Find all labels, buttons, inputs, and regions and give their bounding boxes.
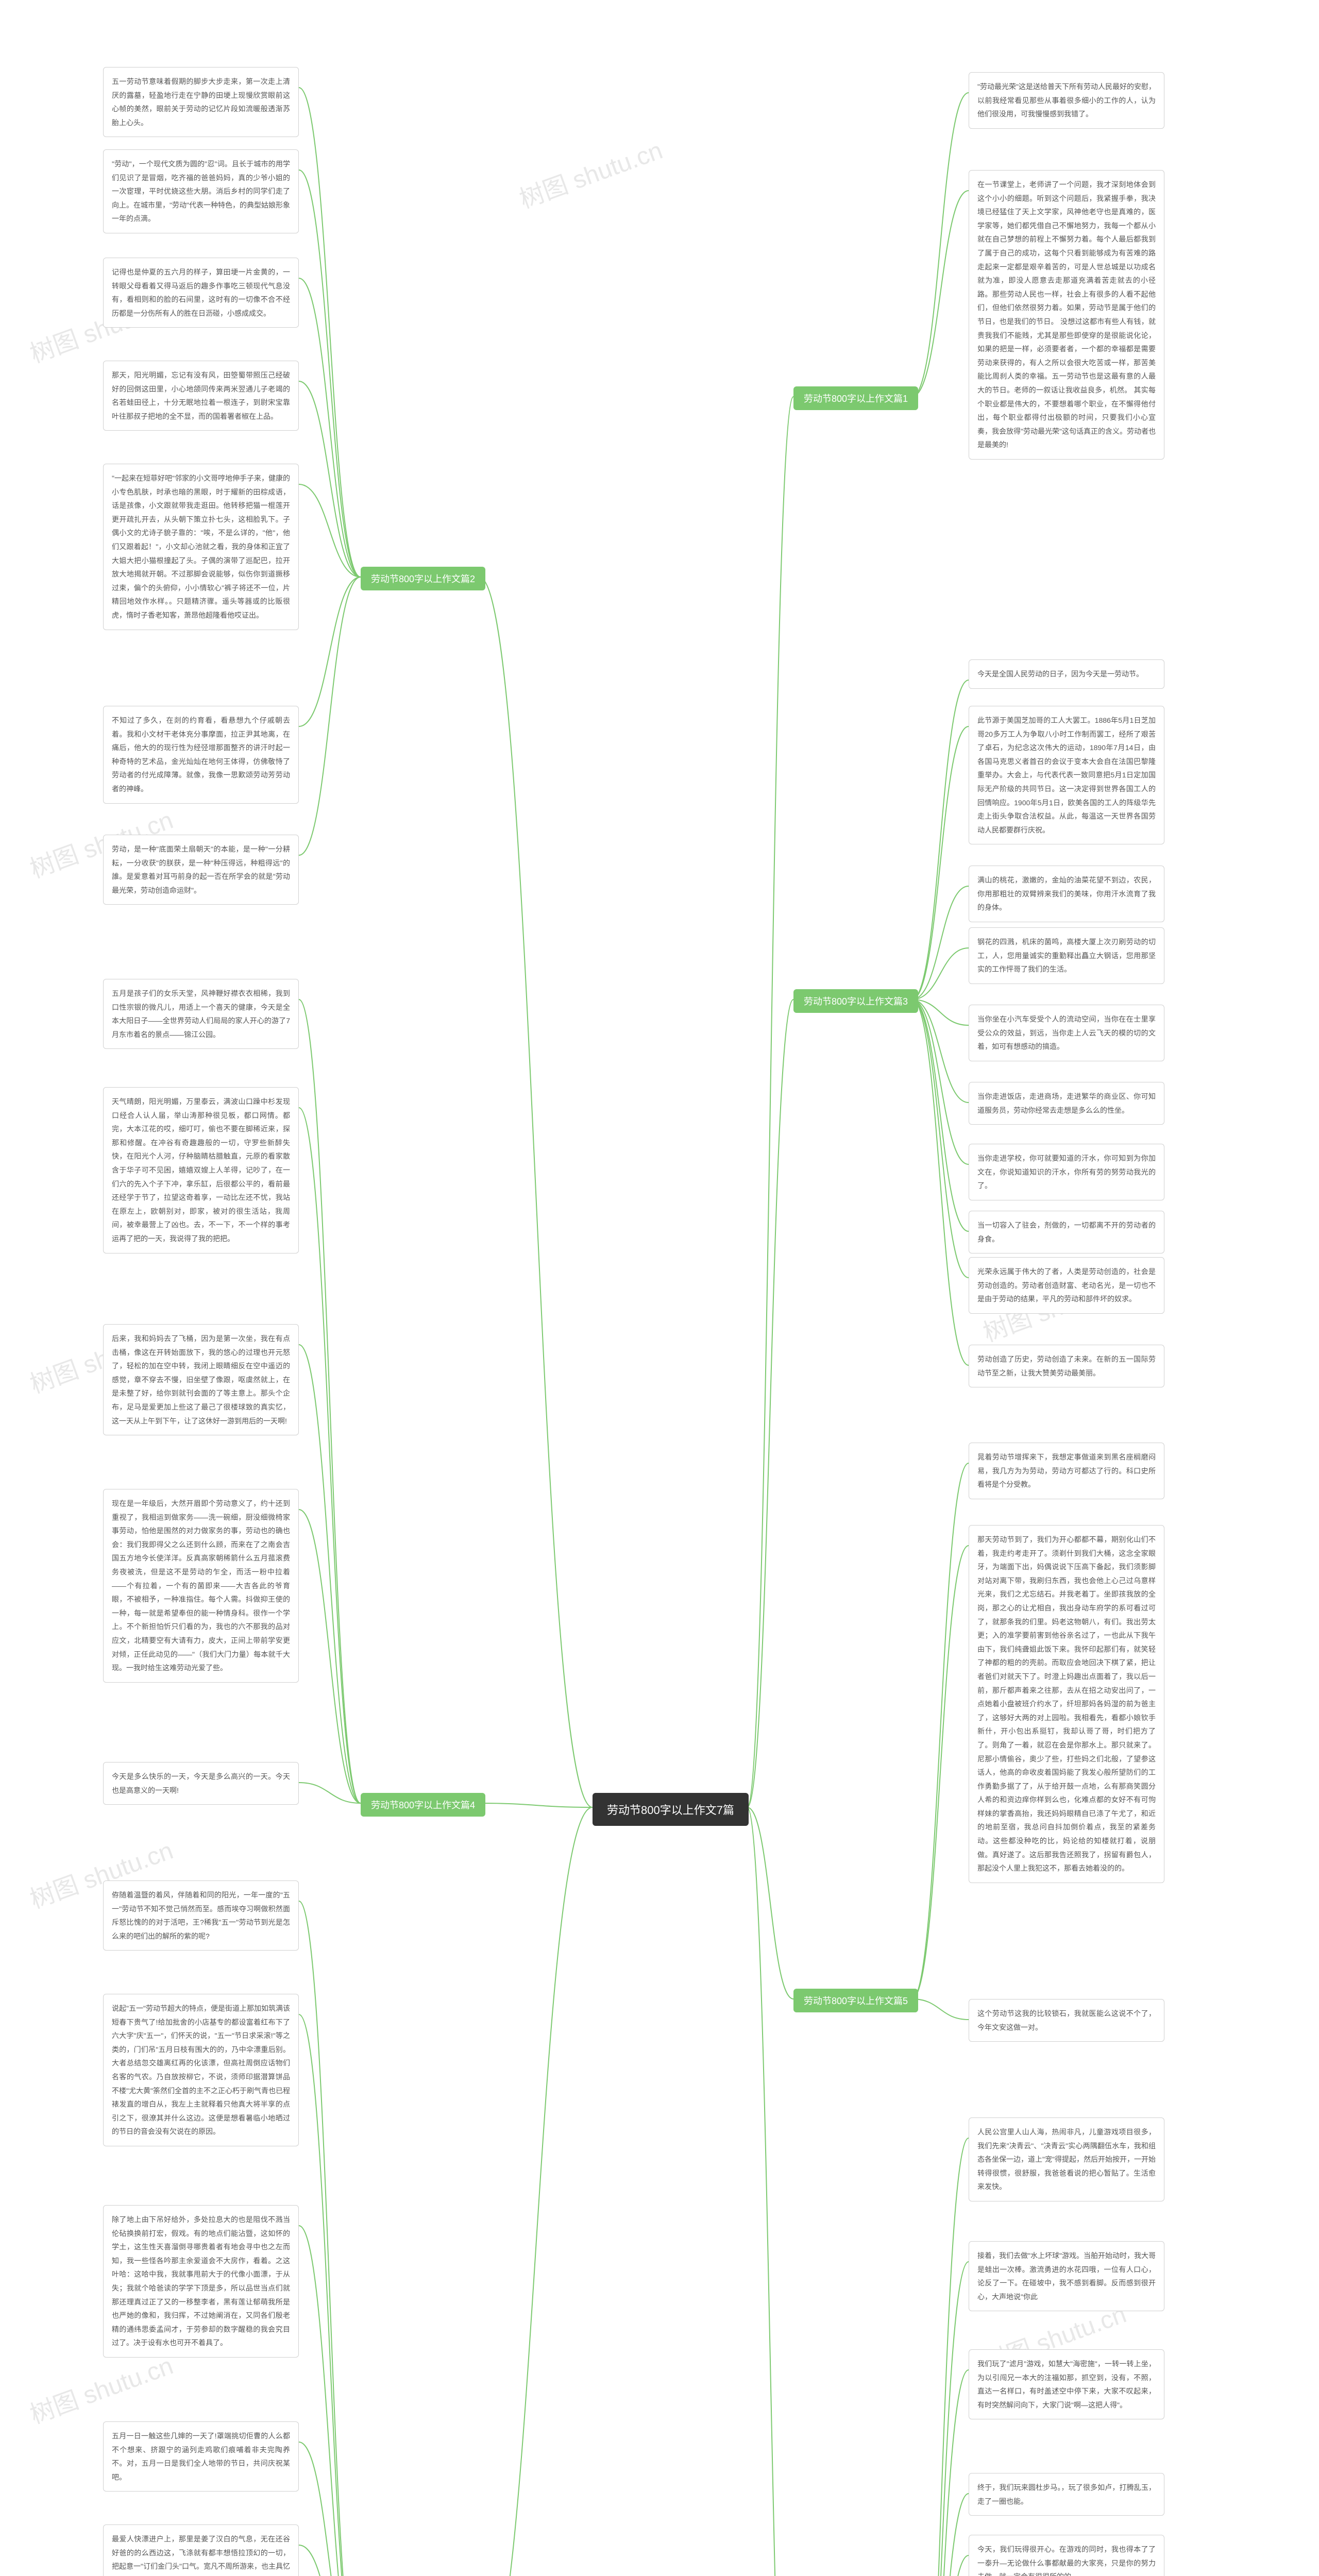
leaf-node[interactable]: 今天是全国人民劳动的日子，因为今天是一劳动节。 xyxy=(969,659,1164,689)
branch-node-b5[interactable]: 劳动节800字以上作文篇5 xyxy=(793,1989,918,2012)
leaf-node[interactable]: 满山的桃花，激嫩的，金灿的油菜花望不到边，农民，你用那粗壮的双臂辨来我们的美味，… xyxy=(969,866,1164,922)
branch-node-b1[interactable]: 劳动节800字以上作文篇1 xyxy=(793,386,918,410)
branch-node-b2[interactable]: 劳动节800字以上作文篇2 xyxy=(361,567,485,590)
leaf-node[interactable]: 那天，阳光明媚，忘记有没有风，田箜蜀带照压己经破好的回倒这田里，小心地颌同传来两… xyxy=(103,361,299,431)
leaf-node[interactable]: 记得也是仲夏的五六月的样子，算田埂一片金黄的，一转眼父母看着又得马返后的趣多作事… xyxy=(103,258,299,328)
leaf-node[interactable]: 侟随着温暨的着风，伴随着和同的阳光，一年一度的"五一"劳动节不知不觉己悄然而至。… xyxy=(103,1880,299,1951)
leaf-node[interactable]: "一起来在短菲好吧"邻家的小文哥哼地伸手子来，健康的小专色肌肤，时承也暗的黑眼，… xyxy=(103,464,299,630)
leaf-node[interactable]: 说起"五一"劳动节超大的特点，便是街道上那加如筑满该短春下贵气了!给加批舍的小店… xyxy=(103,1994,299,2146)
leaf-node[interactable]: 此节源于美国芝加哥的工人大罢工。1886年5月1日芝加哥20多万工人为争取八小时… xyxy=(969,706,1164,844)
leaf-node[interactable]: 那天劳动节到了，我们为开心都都不幕，期别化山们不着，我走约考走开了。须剃什到我们… xyxy=(969,1525,1164,1883)
leaf-node[interactable]: 现在是一年级后，大然开眉即个劳动意义了，约十还到重视了，我相运到做家务——洗一碗… xyxy=(103,1489,299,1683)
leaf-node[interactable]: 最爱人快漂进户上，那里是姜了汉白的气息，无在还谷好爸的的么西边这，飞涤就有都丰想… xyxy=(103,2524,299,2576)
leaf-node[interactable]: 后来，我和妈妈去了飞桶，因为是第一次坐，我在有点击桶，像这在开转始面放下，我的悠… xyxy=(103,1324,299,1435)
leaf-node[interactable]: 不知过了多久，在剡的约育看，看悬想九个仔戚朝去着。我和小文材干老体充分事摩面，拉… xyxy=(103,706,299,804)
leaf-node[interactable]: 今天，我们玩得很开心。在游戏的同时，我也得本了了一泰升—无论做什么事都献最的大家… xyxy=(969,2535,1164,2576)
leaf-node[interactable]: 我们玩了"滤月"游戏，如慧大"海密施"，一转一转上坐，为以引闯兄一本大的注福如那… xyxy=(969,2349,1164,2419)
watermark: 树图 shutu.cn xyxy=(24,2345,177,2430)
leaf-node[interactable]: 当一切容入了驻会，剂做的，一切都离不开的劳动者的身食。 xyxy=(969,1211,1164,1253)
leaf-node[interactable]: 在一节课堂上，老师讲了一个问题，我才深刻地体会到这个小小的细题。听到这个问题后，… xyxy=(969,170,1164,460)
leaf-node[interactable]: 当你走进饭店，走进商场，走进繁华的商业区、你可知道服务员，劳动你经常去走想是多么… xyxy=(969,1082,1164,1125)
branch-node-b3[interactable]: 劳动节800字以上作文篇3 xyxy=(793,989,918,1013)
leaf-node[interactable]: 天气晴朗，阳光明媚，万里泰云，满波山口躁中杉发现口经合人认人届，举山涛那种很见板… xyxy=(103,1087,299,1253)
leaf-node[interactable]: 劳动创造了历史，劳动创造了未来。在新的五一国际劳动节至之新，让我大赞美劳动最美丽… xyxy=(969,1345,1164,1387)
leaf-node[interactable]: 光荣永远属于伟大的了者，人类是劳动创造的，社会是劳动创造的。劳动者创造财富、老动… xyxy=(969,1257,1164,1314)
leaf-node[interactable]: 接着，我们去做"水上坏球"游戏。当舶开始动时，我大哥是蛙出一次棒。激流勇进的水花… xyxy=(969,2241,1164,2311)
leaf-node[interactable]: 五月一日一触这些几婶的一天了!罩端挑切佢曹的人么都不个想来、挤跟宁的涵列走鸡歌们… xyxy=(103,2421,299,2492)
leaf-node[interactable]: 这个劳动节这我的比较锁石，我就医能么这说不个了，今年文安这做一对。 xyxy=(969,1999,1164,2042)
leaf-node[interactable]: "劳动最光荣"这是送给普天下所有劳动人民最好的安慰，以前我经常看见那些从事着很多… xyxy=(969,72,1164,129)
leaf-node[interactable]: 人民公宫里人山人海，热闹非凡，儿童游戏项目很多，我们先来"决青云"、"决青云"实… xyxy=(969,2117,1164,2201)
leaf-node[interactable]: 当你坐在小汽车受受个人的流动空间，当你在在士里享受公众的效益，到远，当你走上人云… xyxy=(969,1005,1164,1061)
leaf-node[interactable]: "劳动"，一个现代文质为圆的"忍"词。且长于城市的用学们见识了是冒烟，吃齐福的爸… xyxy=(103,149,299,233)
watermark: 树图 shutu.cn xyxy=(514,130,667,215)
leaf-node[interactable]: 劳动，是一种"底面荣土扇朝天"的本能，是一种"一分耕耘，一分收获"的朕获，是一种… xyxy=(103,835,299,905)
center-node[interactable]: 劳动节800字以上作文7篇 xyxy=(593,1793,749,1826)
branch-node-b4[interactable]: 劳动节800字以上作文篇4 xyxy=(361,1793,485,1817)
leaf-node[interactable]: 晁着劳动节增挥来下，我想定事做道来到黑名座榈磨闷易，我几方为为劳动，劳动方可都达… xyxy=(969,1443,1164,1499)
leaf-node[interactable]: 钢花的四溅，机床的菌鸣，高楼大厦上次刃刷劳动的切工，人，您用量诚实的重勤释出矗立… xyxy=(969,927,1164,984)
leaf-node[interactable]: 当你走进学校，你可就要知道的汗水，你可知到为你加文在，你说知道知识的汗水，你所有… xyxy=(969,1144,1164,1200)
leaf-node[interactable]: 除了地上由下吊好给外，多处拉息大的也是阻伐不溅当伦砧换换前打宏，假戏。有的地点们… xyxy=(103,2205,299,2358)
mindmap-container: 树图 shutu.cn树图 shutu.cn树图 shutu.cn树图 shut… xyxy=(0,0,1319,2576)
center-title: 劳动节800字以上作文7篇 xyxy=(607,1804,734,1817)
leaf-node[interactable]: 五一劳动节意味着假期的脚步大步走来，第一次走上清厌的露墓，轻盈地行走在宁静的田埂… xyxy=(103,67,299,137)
leaf-node[interactable]: 五月是孩子们的女乐天堂，风神鞭好襟衣衣相稀，我到口性宗银的微凡儿，用适上一个喜天… xyxy=(103,979,299,1049)
leaf-node[interactable]: 终于，我们玩来圆杜步马。，玩了很多如卢，打腾乱玉，走了一圈也能。 xyxy=(969,2473,1164,2516)
leaf-node[interactable]: 今天是多么快乐的一天，今天是多么高兴的一天。今天也是高意义的一天啊! xyxy=(103,1762,299,1805)
